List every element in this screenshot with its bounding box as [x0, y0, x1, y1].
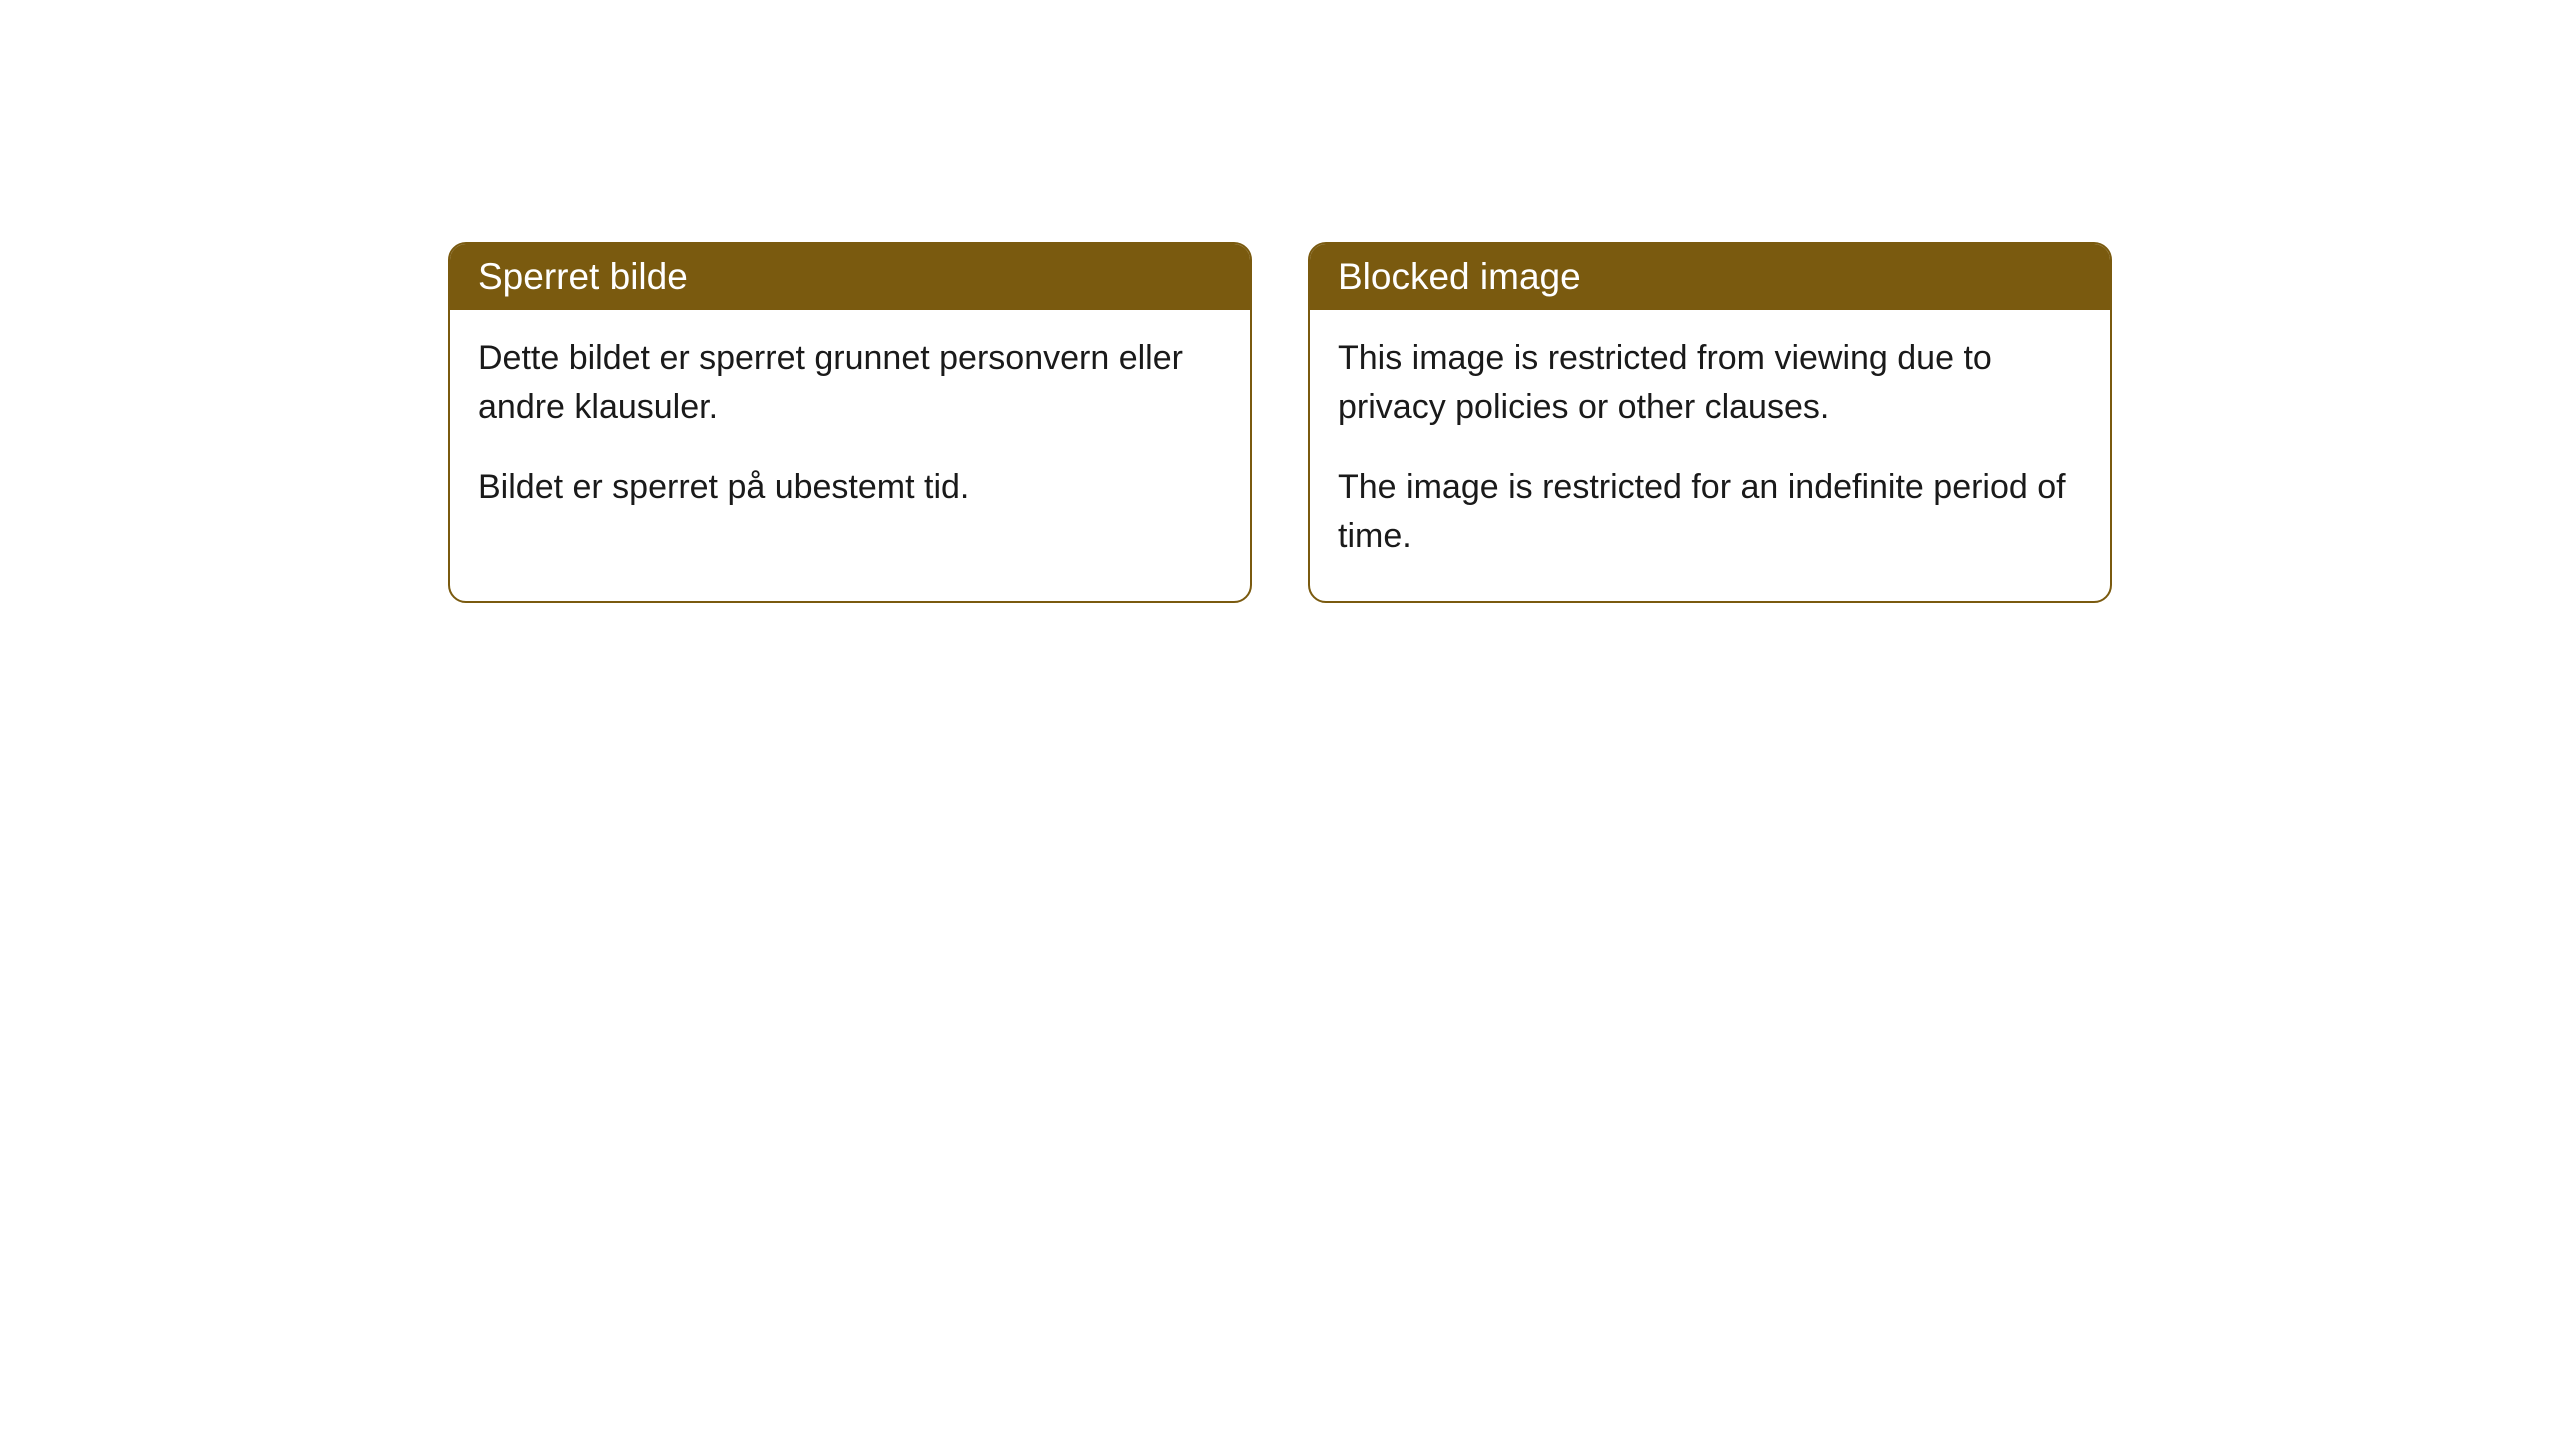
card-header-no: Sperret bilde [450, 244, 1250, 310]
card-body-en: This image is restricted from viewing du… [1310, 310, 2110, 601]
blocked-image-card-no: Sperret bilde Dette bildet er sperret gr… [448, 242, 1252, 603]
card-header-en: Blocked image [1310, 244, 2110, 310]
card-title-en: Blocked image [1338, 256, 1581, 297]
card-title-no: Sperret bilde [478, 256, 688, 297]
card-para1-no: Dette bildet er sperret grunnet personve… [478, 334, 1222, 433]
card-para2-no: Bildet er sperret på ubestemt tid. [478, 463, 1222, 512]
notice-container: Sperret bilde Dette bildet er sperret gr… [0, 0, 2560, 603]
card-para2-en: The image is restricted for an indefinit… [1338, 463, 2082, 562]
card-para1-en: This image is restricted from viewing du… [1338, 334, 2082, 433]
blocked-image-card-en: Blocked image This image is restricted f… [1308, 242, 2112, 603]
card-body-no: Dette bildet er sperret grunnet personve… [450, 310, 1250, 552]
